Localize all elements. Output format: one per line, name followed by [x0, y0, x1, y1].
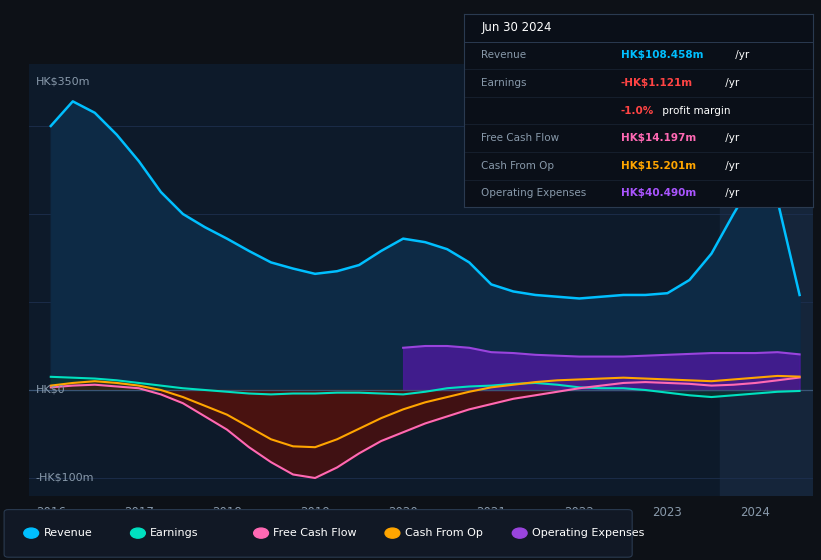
Text: /yr: /yr	[722, 78, 740, 88]
Text: HK$15.201m: HK$15.201m	[621, 161, 696, 171]
Text: Jun 30 2024: Jun 30 2024	[481, 21, 552, 34]
Text: Operating Expenses: Operating Expenses	[481, 188, 586, 198]
Text: /yr: /yr	[722, 133, 740, 143]
Text: HK$350m: HK$350m	[36, 77, 90, 87]
Text: HK$40.490m: HK$40.490m	[621, 188, 696, 198]
Text: HK$14.197m: HK$14.197m	[621, 133, 696, 143]
Text: Free Cash Flow: Free Cash Flow	[481, 133, 559, 143]
Text: /yr: /yr	[732, 50, 749, 60]
Text: HK$108.458m: HK$108.458m	[621, 50, 704, 60]
Text: Operating Expenses: Operating Expenses	[532, 528, 644, 538]
Text: /yr: /yr	[722, 188, 740, 198]
Text: Cash From Op: Cash From Op	[481, 161, 554, 171]
Text: Revenue: Revenue	[44, 528, 92, 538]
Text: -HK$100m: -HK$100m	[36, 473, 94, 483]
Text: Earnings: Earnings	[481, 78, 527, 88]
Bar	[720, 64, 821, 496]
Text: HK$0: HK$0	[36, 385, 66, 395]
Text: /yr: /yr	[722, 161, 740, 171]
Text: Free Cash Flow: Free Cash Flow	[273, 528, 357, 538]
Text: Cash From Op: Cash From Op	[405, 528, 483, 538]
Text: profit margin: profit margin	[659, 106, 731, 115]
Text: -1.0%: -1.0%	[621, 106, 654, 115]
Text: Revenue: Revenue	[481, 50, 526, 60]
Text: Earnings: Earnings	[150, 528, 199, 538]
Text: -HK$1.121m: -HK$1.121m	[621, 78, 693, 88]
